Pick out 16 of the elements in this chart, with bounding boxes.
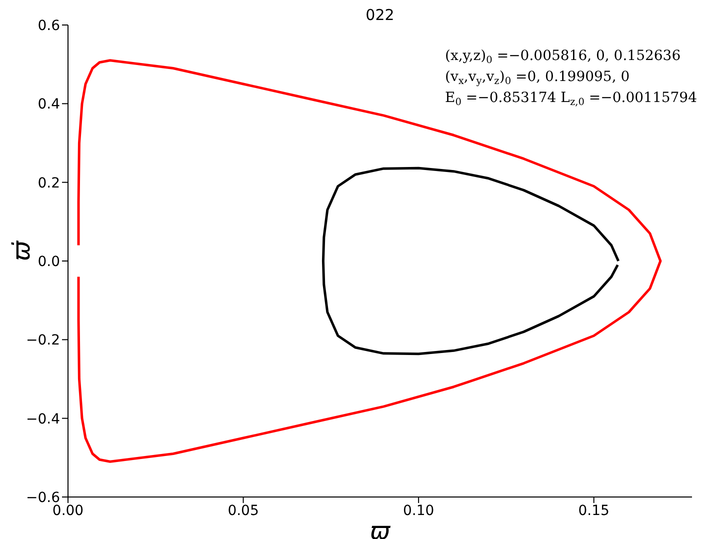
y-tick-label: 0.0 (38, 254, 60, 270)
chart-title: 022 (366, 6, 394, 24)
y-tick-label: 0.4 (38, 96, 60, 113)
line-series (322, 166, 620, 356)
x-tick-label: 0.05 (228, 502, 259, 519)
y-axis-title: ϖ̇ (8, 240, 36, 261)
text: (v$_{x}$,v$_{y}$,v$_{z}$)$_{0}$ =0, 0.199095, 0 (445, 69, 630, 86)
x-tick-label: 0.10 (402, 502, 434, 519)
annotation: E$_{0}$ =−0.853174 L$_{z,0}$ =−0.00115794 (445, 90, 698, 108)
y-tick-label: −0.4 (26, 411, 60, 428)
x-axis-title: ϖ (370, 517, 391, 539)
y-tick-label: 0.6 (38, 18, 60, 34)
y-tick-label: −0.2 (26, 332, 60, 349)
annotation: (x,y,z)$_{0}$ =−0.005816, 0, 0.152636 (445, 48, 681, 66)
y-tick-label: 0.2 (38, 175, 60, 192)
x-tick-label: 0.15 (578, 502, 610, 519)
